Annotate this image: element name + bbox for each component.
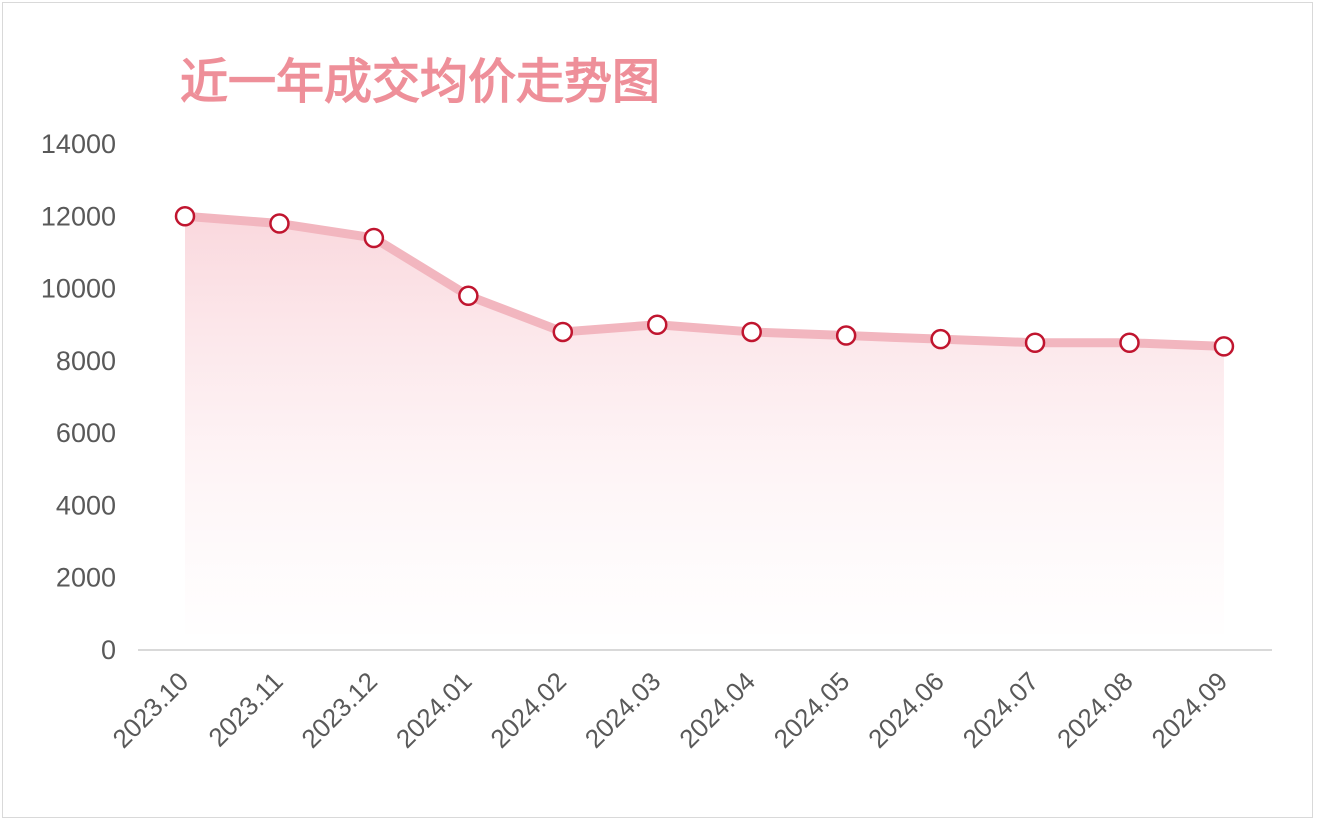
data-point-2024.07 [1024, 332, 1046, 354]
y-tick-label: 14000 [41, 129, 116, 159]
y-tick-label: 6000 [56, 418, 116, 448]
x-tick-label: 2024.01 [390, 666, 478, 754]
data-point-2024.09 [1213, 336, 1235, 357]
y-tick-label: 2000 [56, 563, 116, 593]
x-tick-label: 2023.10 [107, 666, 195, 754]
x-tick-label: 2024.05 [768, 666, 856, 754]
y-tick-label: 10000 [41, 274, 116, 304]
x-tick-label: 2024.03 [579, 666, 667, 754]
x-tick-label: 2024.02 [484, 666, 572, 754]
chart-title: 近一年成交均价走势图 [180, 54, 660, 110]
series-line [180, 211, 1229, 351]
x-tick-label: 2024.08 [1051, 666, 1139, 754]
y-tick-label: 12000 [41, 201, 116, 231]
y-tick-label: 8000 [56, 346, 116, 376]
data-point-2024.01 [458, 285, 479, 307]
data-point-2024.03 [647, 314, 668, 335]
data-point-2023.12 [363, 227, 385, 249]
plot-area [174, 206, 1235, 635]
x-tick-label: 2024.07 [957, 666, 1045, 754]
series-area [185, 216, 1224, 635]
data-point-2023.10 [174, 206, 196, 227]
data-point-2024.04 [741, 321, 762, 343]
x-tick-label: 2023.12 [295, 666, 383, 754]
data-point-2024.08 [1119, 332, 1140, 354]
data-point-2024.06 [930, 328, 951, 350]
x-tick-label: 2024.09 [1146, 666, 1234, 754]
x-tick-label: 2024.06 [862, 666, 950, 754]
data-point-2023.11 [269, 213, 290, 234]
x-axis: 2023.10 2023.11 2023.12 2024.01 2024.02 2024.… [107, 666, 1234, 754]
data-point-2024.05 [835, 325, 857, 346]
x-tick-label: 2023.11 [202, 666, 288, 752]
data-point-2024.02 [552, 321, 574, 343]
y-axis: 0 2000 4000 6000 8000 10000 12000 14000 [41, 129, 1272, 665]
y-tick-label: 4000 [56, 490, 116, 520]
y-tick-label: 0 [101, 635, 116, 665]
x-tick-label: 2024.04 [673, 666, 761, 754]
